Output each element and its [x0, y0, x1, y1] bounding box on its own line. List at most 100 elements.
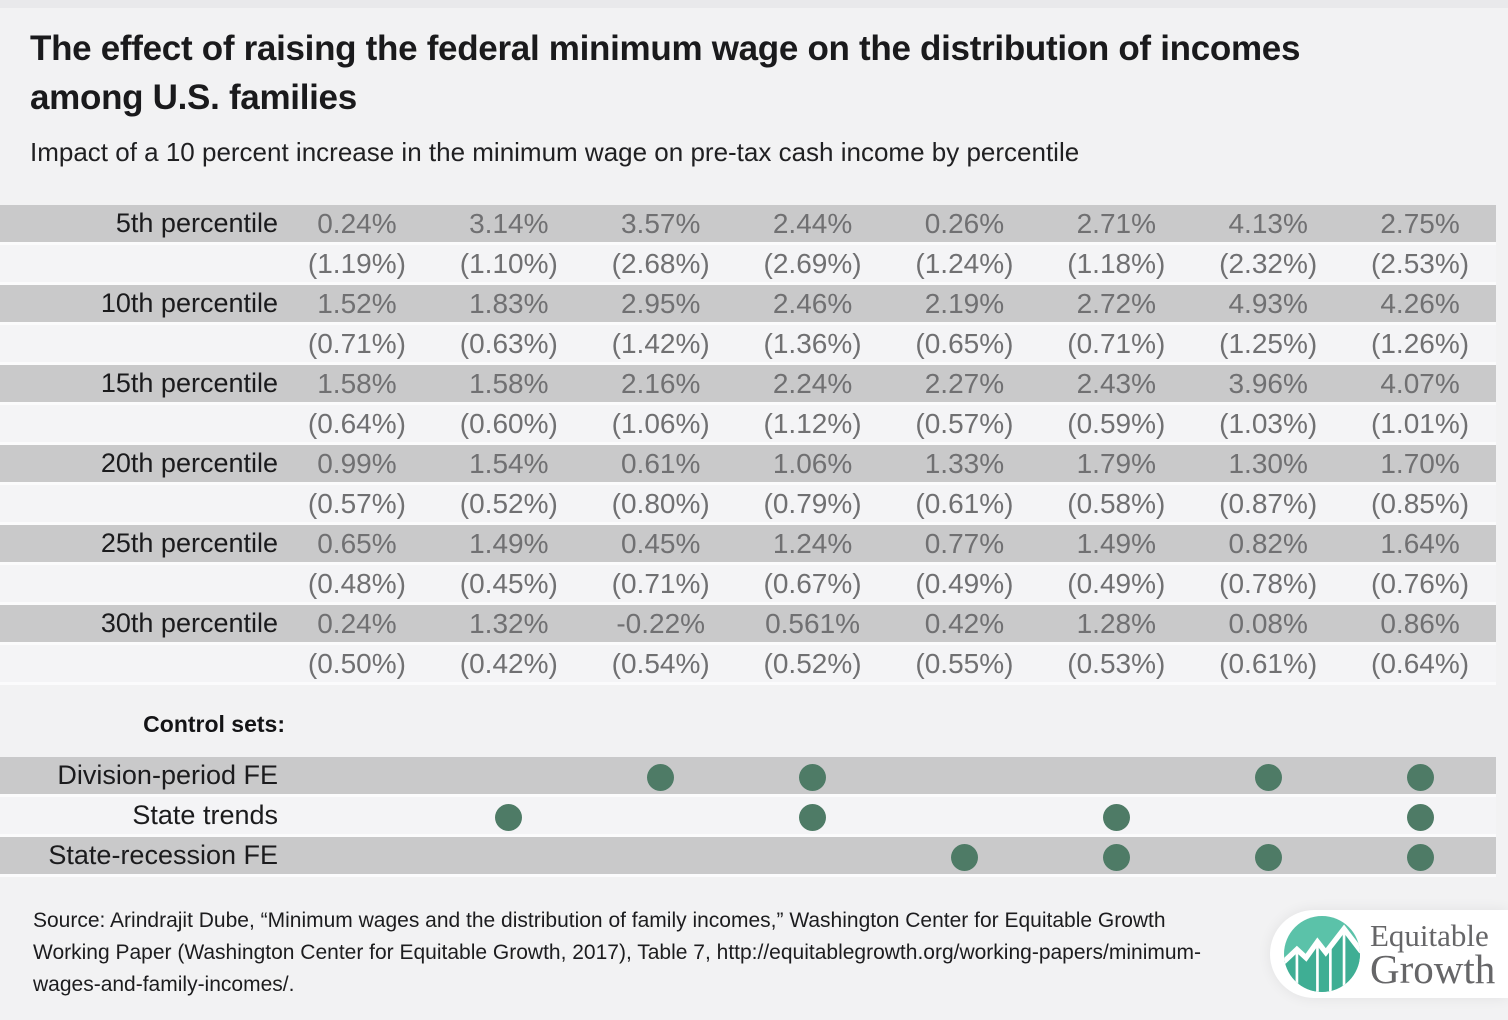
- control-row: Division-period FE: [0, 757, 1496, 797]
- table-row: 15th percentile 1.58% 1.58% 2.16% 2.24% …: [0, 365, 1496, 405]
- control-dot-icon: [1254, 763, 1282, 791]
- value-cell: 0.82%: [1228, 527, 1308, 559]
- se-cell: (0.64%): [307, 407, 406, 439]
- value-cell: 4.07%: [1380, 367, 1460, 399]
- se-cell: (0.54%): [611, 647, 710, 679]
- se-cell: (0.52%): [459, 487, 558, 519]
- se-cell: (0.71%): [611, 567, 710, 599]
- se-cell: (1.42%): [611, 327, 710, 359]
- value-cell: 4.13%: [1228, 207, 1308, 239]
- value-cell: 0.45%: [620, 527, 701, 559]
- control-cell: [585, 760, 737, 792]
- control-dot-icon: [1406, 803, 1434, 831]
- row-label: 10th percentile: [100, 288, 278, 318]
- table-row-se: (0.50%) (0.42%) (0.54%) (0.52%) (0.55%) …: [0, 645, 1496, 685]
- table-row-se: (1.19%) (1.10%) (2.68%) (2.69%) (1.24%) …: [0, 245, 1496, 285]
- se-cell: (1.24%): [915, 247, 1014, 279]
- control-cell: [737, 760, 889, 792]
- control-cell: [1344, 760, 1496, 792]
- control-dot-icon: [1406, 763, 1434, 791]
- control-cell: [737, 800, 889, 832]
- value-cell: 0.61%: [620, 447, 701, 479]
- logo-line2: Growth: [1370, 945, 1496, 992]
- se-cell: (1.36%): [763, 327, 862, 359]
- value-cell: 3.96%: [1228, 367, 1308, 399]
- value-cell: 1.06%: [772, 447, 853, 479]
- control-cell: [1344, 800, 1496, 832]
- se-cell: (1.01%): [1371, 407, 1470, 439]
- se-cell: (0.57%): [307, 487, 406, 519]
- control-cell: [889, 800, 1041, 832]
- table-row-se: (0.48%) (0.45%) (0.71%) (0.67%) (0.49%) …: [0, 565, 1496, 605]
- se-cell: (0.79%): [763, 487, 862, 519]
- table-row: 10th percentile 1.52% 1.83% 2.95% 2.46% …: [0, 285, 1496, 325]
- value-cell: 2.19%: [924, 287, 1005, 319]
- se-cell: (0.80%): [611, 487, 710, 519]
- se-cell: (0.61%): [1219, 647, 1318, 679]
- logo-text: Equitable Growth: [1370, 917, 1496, 992]
- control-cell: [585, 800, 737, 832]
- value-cell: 1.54%: [469, 447, 549, 479]
- control-cell: [1040, 800, 1192, 832]
- value-cell: 0.99%: [317, 447, 397, 479]
- control-cell: [281, 760, 433, 792]
- se-cell: (2.53%): [1371, 247, 1470, 279]
- table-row: 20th percentile 0.99% 1.54% 0.61% 1.06% …: [0, 445, 1496, 485]
- table-row-se: (0.64%) (0.60%) (1.06%) (1.12%) (0.57%) …: [0, 405, 1496, 445]
- se-cell: (0.55%): [915, 647, 1014, 679]
- value-cell: 0.65%: [317, 527, 397, 559]
- value-cell: 1.58%: [317, 367, 397, 399]
- row-label: 25th percentile: [100, 528, 278, 558]
- value-cell: 0.561%: [765, 607, 861, 639]
- control-cell: [889, 840, 1041, 872]
- se-cell: (0.76%): [1371, 567, 1470, 599]
- control-dot-icon: [495, 803, 523, 831]
- control-sets-table: Division-period FE State trends State-re…: [0, 757, 1496, 877]
- se-cell: (0.78%): [1219, 567, 1318, 599]
- se-cell: (0.53%): [1067, 647, 1166, 679]
- value-cell: 2.72%: [1076, 287, 1157, 319]
- row-label: 5th percentile: [115, 208, 278, 238]
- value-cell: 0.26%: [924, 207, 1005, 239]
- se-cell: (0.64%): [1371, 647, 1470, 679]
- se-cell: (0.45%): [459, 567, 558, 599]
- control-dot-icon: [647, 763, 675, 791]
- value-cell: 1.70%: [1380, 447, 1460, 479]
- se-cell: (1.06%): [611, 407, 710, 439]
- se-cell: (0.50%): [307, 647, 406, 679]
- control-dot-icon: [950, 843, 978, 871]
- se-cell: (1.12%): [763, 407, 862, 439]
- value-cell: -0.22%: [616, 607, 706, 639]
- se-cell: (0.67%): [763, 567, 862, 599]
- se-cell: (1.26%): [1371, 327, 1470, 359]
- value-cell: 1.28%: [1076, 607, 1157, 639]
- value-cell: 1.64%: [1380, 527, 1460, 559]
- value-cell: 2.95%: [620, 287, 701, 319]
- value-cell: 1.52%: [317, 287, 397, 319]
- se-cell: (0.85%): [1371, 487, 1470, 519]
- value-cell: 2.75%: [1380, 207, 1460, 239]
- se-cell: (0.63%): [459, 327, 558, 359]
- se-cell: (0.42%): [459, 647, 558, 679]
- control-cell: [433, 840, 585, 872]
- se-cell: (1.03%): [1219, 407, 1318, 439]
- control-cell: [889, 760, 1041, 792]
- value-cell: 2.46%: [772, 287, 853, 319]
- source-text: Source: Arindrajit Dube, “Minimum wages …: [33, 909, 1202, 996]
- controls-heading: Control sets:: [143, 711, 285, 737]
- value-cell: 1.58%: [469, 367, 549, 399]
- control-dot-icon: [1406, 843, 1434, 871]
- table-row-se: (0.71%) (0.63%) (1.42%) (1.36%) (0.65%) …: [0, 325, 1496, 365]
- chart-line-icon: [1284, 916, 1360, 992]
- data-table: 5th percentile 0.24% 3.14% 3.57% 2.44% 0…: [0, 205, 1496, 685]
- se-cell: (2.32%): [1219, 247, 1318, 279]
- value-cell: 4.93%: [1228, 287, 1308, 319]
- logo-line1: Equitable: [1370, 917, 1489, 953]
- control-cell: [1192, 760, 1344, 792]
- table-row: 5th percentile 0.24% 3.14% 3.57% 2.44% 0…: [0, 205, 1496, 245]
- value-cell: 2.24%: [772, 367, 853, 399]
- control-cell: [737, 840, 889, 872]
- value-cell: 2.16%: [620, 367, 701, 399]
- value-cell: 1.83%: [469, 287, 549, 319]
